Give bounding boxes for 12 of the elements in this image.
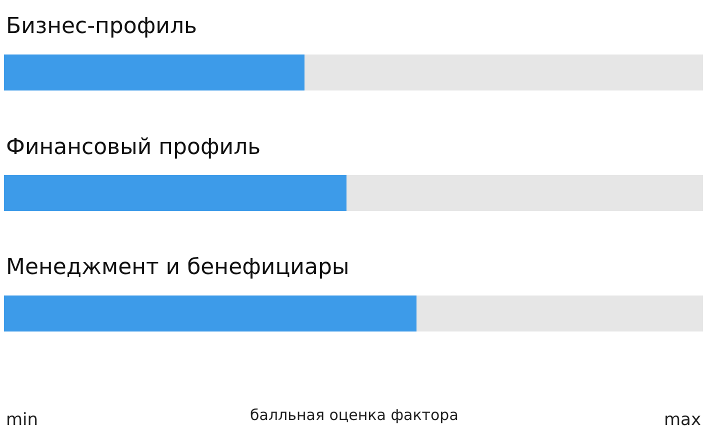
bar (416, 296, 703, 332)
y-tick-label: Менеджмент и бенефициары (6, 255, 350, 280)
bar (304, 54, 703, 90)
y-tick-label: Бизнес-профиль (6, 14, 197, 39)
text: max (664, 410, 702, 430)
bar (346, 174, 703, 212)
text: балльная оценка фактора (250, 406, 458, 424)
bar (4, 54, 305, 90)
text: min (6, 410, 38, 430)
bar (4, 296, 416, 332)
y-tick-label: Финансовый профиль (6, 135, 261, 160)
bar (4, 174, 347, 212)
